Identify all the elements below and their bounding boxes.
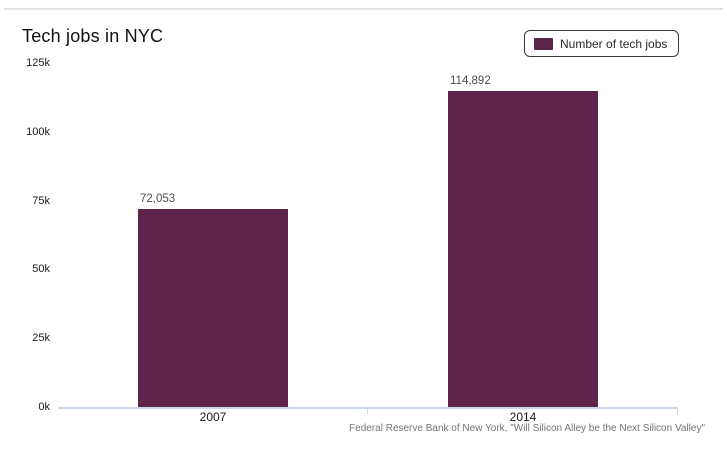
y-axis-tick-label: 0k — [38, 401, 50, 413]
legend-label: Number of tech jobs — [560, 36, 668, 51]
legend[interactable]: Number of tech jobs — [524, 30, 680, 57]
x-axis-tick-mark — [677, 409, 678, 414]
bar-value-label: 114,892 — [450, 74, 491, 87]
bar-value-label: 72,053 — [140, 192, 176, 205]
y-axis-tick-label: 125k — [26, 57, 50, 69]
y-axis-tick-label: 25k — [32, 332, 50, 345]
bar-2014[interactable] — [448, 90, 598, 407]
x-axis-tick-mark — [367, 409, 368, 414]
bar-2007[interactable] — [138, 208, 288, 407]
source-note: Federal Reserve Bank of New York, "Will … — [349, 423, 705, 434]
y-axis-tick-label: 50k — [32, 263, 50, 276]
y-axis-tick-label: 100k — [26, 125, 50, 138]
chart-title: Tech jobs in NYC — [22, 26, 164, 46]
y-axis-tick-label: 75k — [32, 194, 50, 207]
legend-swatch-icon — [534, 37, 553, 50]
x-axis-category-label: 2014 — [509, 410, 537, 424]
x-axis-line — [58, 407, 678, 409]
x-axis-category-label: 2007 — [199, 410, 227, 424]
top-divider — [4, 8, 723, 10]
